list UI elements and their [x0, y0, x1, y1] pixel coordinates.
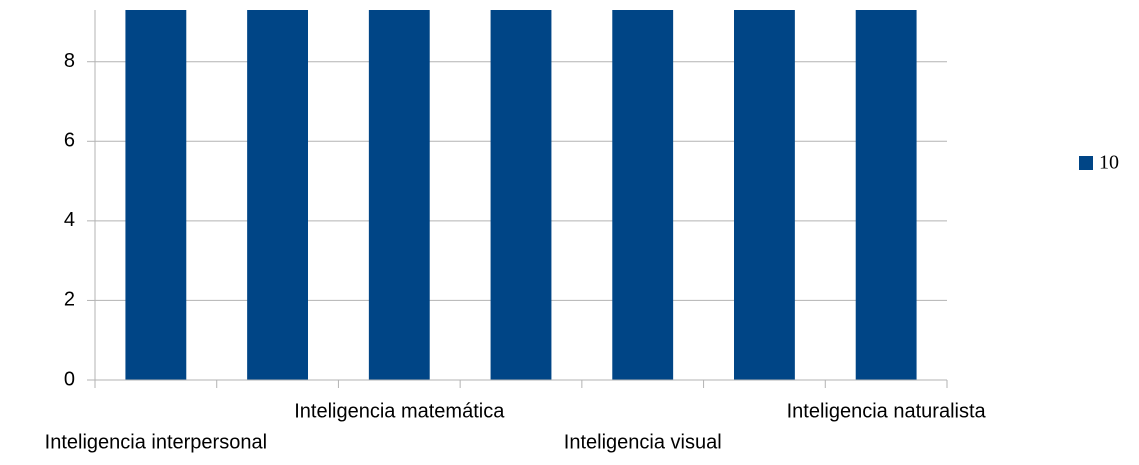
- y-tick-label: 4: [64, 209, 75, 231]
- x-tick-label: Inteligencia matemática: [294, 400, 505, 422]
- legend-swatch: [1079, 156, 1093, 170]
- legend-label: 10: [1099, 152, 1119, 174]
- x-tick-label: Inteligencia visual: [564, 431, 722, 453]
- y-tick-label: 0: [64, 368, 75, 390]
- bar: [368, 10, 430, 380]
- axes: 0 2 4 6 8 Inteligencia interpersonal Inteligen…: [45, 10, 1119, 453]
- y-tick-label: 8: [64, 50, 75, 72]
- bar: [855, 10, 917, 380]
- bar: [612, 10, 674, 380]
- bar: [490, 10, 552, 380]
- y-tick-label: 6: [64, 130, 75, 152]
- bar: [734, 10, 795, 380]
- y-tick-label: 2: [64, 289, 75, 311]
- x-tick-label: Inteligencia interpersonal: [45, 431, 267, 453]
- bars: [125, 10, 917, 380]
- x-tick-label: Inteligencia naturalista: [787, 400, 987, 422]
- bar: [125, 10, 187, 380]
- bar: [247, 10, 308, 380]
